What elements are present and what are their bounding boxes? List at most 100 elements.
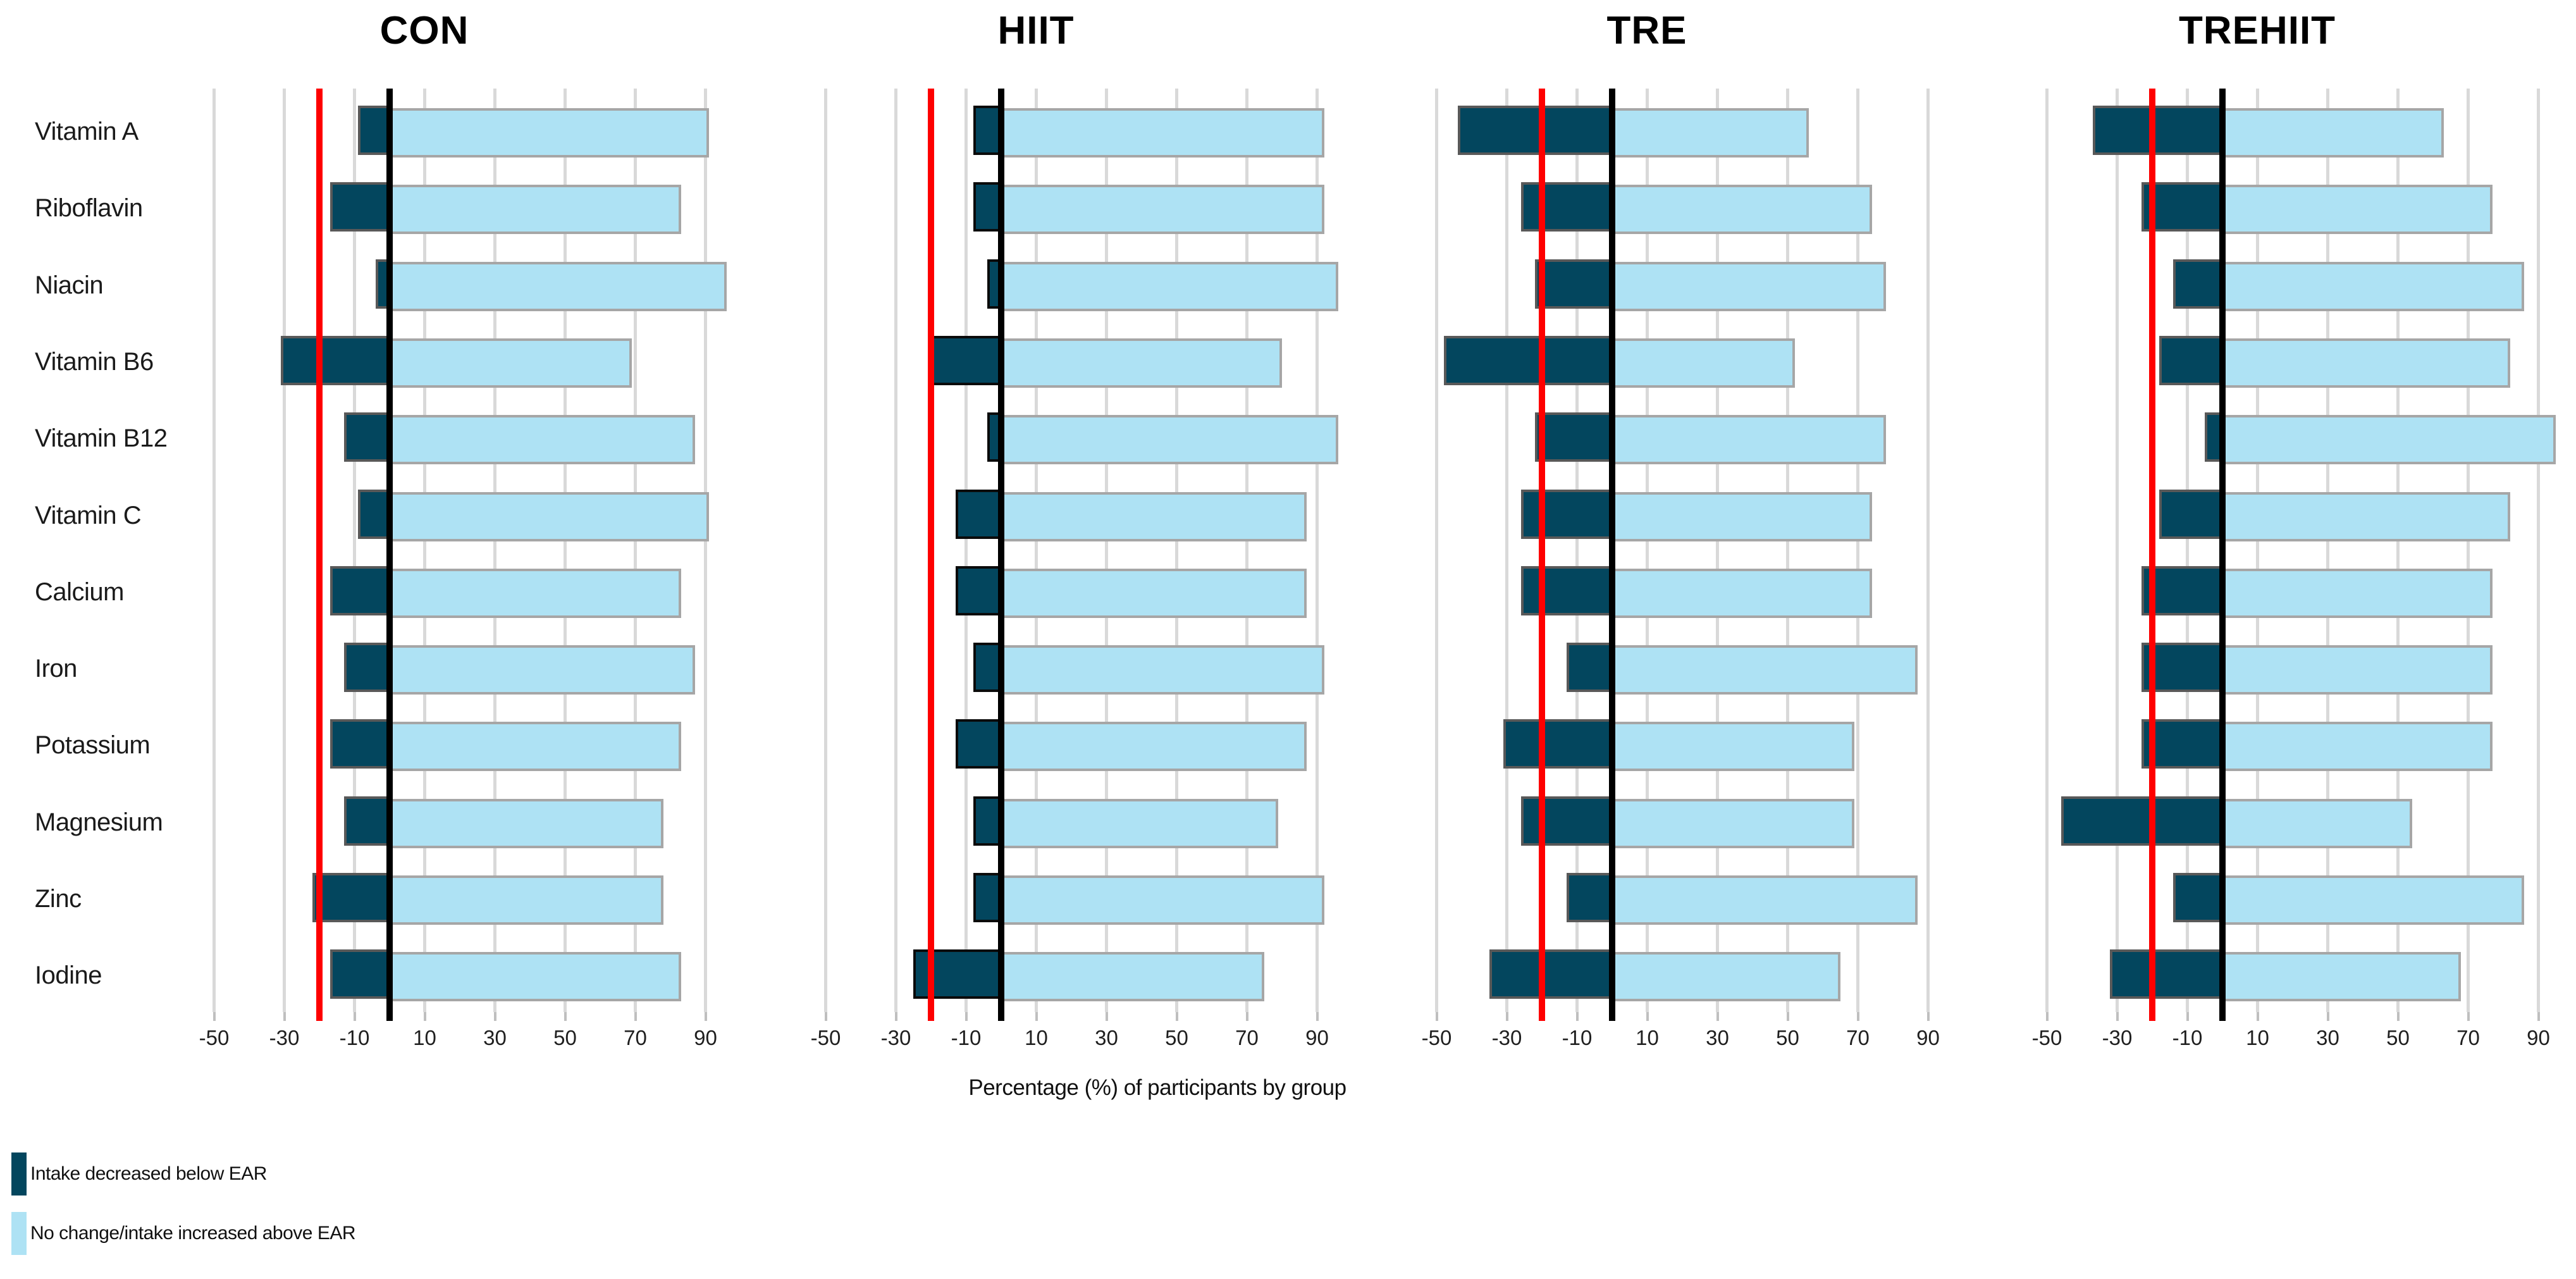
- bar-decreased-hiit-vitamin-b6: [931, 335, 1001, 385]
- bar-decreased-trehiit-zinc: [2173, 873, 2222, 922]
- bar-decreased-trehiit-vitamin-b6: [2159, 335, 2222, 385]
- bar-decreased-con-vitamin-b12: [343, 412, 390, 462]
- gridline: [353, 89, 356, 1012]
- axis-tick: [1505, 1012, 1508, 1021]
- threshold-line: [1539, 89, 1545, 1021]
- x-tick-label: 10: [2246, 1026, 2269, 1049]
- bar-no-change-con-niacin: [390, 261, 727, 311]
- gridline: [2537, 89, 2540, 1012]
- gridline: [1245, 89, 1248, 1012]
- legend-swatch-decreased: [11, 1152, 27, 1196]
- bar-no-change-con-vitamin-b6: [390, 338, 632, 388]
- bar-no-change-tre-vitamin-a: [1612, 108, 1809, 158]
- bar-no-change-tre-calcium: [1612, 568, 1872, 618]
- bar-no-change-trehiit-vitamin-b6: [2222, 338, 2511, 388]
- gridline: [1716, 89, 1719, 1012]
- bar-no-change-con-magnesium: [390, 798, 663, 848]
- bar-no-change-trehiit-vitamin-a: [2222, 108, 2444, 158]
- bar-decreased-hiit-calcium: [955, 565, 1001, 615]
- axis-tick: [1105, 1012, 1108, 1021]
- bar-decreased-trehiit-vitamin-c: [2159, 489, 2222, 539]
- bar-no-change-trehiit-riboflavin: [2222, 185, 2493, 235]
- bar-decreased-tre-vitamin-a: [1457, 106, 1612, 155]
- bar-no-change-con-potassium: [390, 722, 681, 772]
- zero-line: [1609, 89, 1615, 1021]
- gridline: [1646, 89, 1649, 1012]
- bar-no-change-con-riboflavin: [390, 185, 681, 235]
- axis-tick: [213, 1012, 216, 1021]
- x-tick-label: -30: [2102, 1026, 2133, 1049]
- x-tick-label: 30: [1095, 1026, 1118, 1049]
- gridline: [1575, 89, 1579, 1012]
- bar-no-change-con-iodine: [390, 952, 681, 1002]
- bar-no-change-con-vitamin-a: [390, 108, 710, 158]
- category-label-vitamin-a: Vitamin A: [35, 118, 139, 145]
- bar-decreased-con-iodine: [330, 949, 390, 999]
- bar-no-change-tre-riboflavin: [1612, 185, 1872, 235]
- bar-decreased-tre-iron: [1566, 643, 1612, 693]
- x-tick-label: 30: [483, 1026, 507, 1049]
- threshold-line: [2149, 89, 2155, 1021]
- axis-tick: [1245, 1012, 1248, 1021]
- bar-decreased-trehiit-niacin: [2173, 259, 2222, 309]
- axis-tick: [1575, 1012, 1579, 1021]
- x-tick-label: 10: [1636, 1026, 1659, 1049]
- category-label-iodine: Iodine: [35, 961, 102, 990]
- bar-decreased-hiit-iron: [973, 643, 1001, 693]
- bar-no-change-tre-niacin: [1612, 261, 1886, 311]
- bar-decreased-con-magnesium: [343, 796, 390, 846]
- x-axis-title: Percentage (%) of participants by group: [968, 1075, 1347, 1100]
- gridline: [1926, 89, 1930, 1012]
- category-label-magnesium: Magnesium: [35, 808, 163, 836]
- bar-decreased-con-iron: [343, 643, 390, 693]
- x-tick-label: 10: [1025, 1026, 1048, 1049]
- bar-decreased-con-potassium: [330, 719, 390, 769]
- bar-no-change-trehiit-magnesium: [2222, 798, 2412, 848]
- bar-decreased-con-vitamin-b6: [280, 335, 390, 385]
- bar-no-change-trehiit-potassium: [2222, 722, 2493, 772]
- panel-title-tre: TRE: [1606, 9, 1687, 53]
- category-label-zinc: Zinc: [35, 885, 82, 913]
- gridline: [283, 89, 286, 1012]
- axis-tick: [2186, 1012, 2189, 1021]
- bar-no-change-con-calcium: [390, 568, 681, 618]
- zero-line: [386, 89, 393, 1021]
- bar-decreased-con-vitamin-c: [358, 489, 390, 539]
- axis-tick: [283, 1012, 286, 1021]
- bar-decreased-hiit-potassium: [955, 719, 1001, 769]
- bar-no-change-hiit-zinc: [1001, 875, 1324, 925]
- axis-tick: [1716, 1012, 1719, 1021]
- bar-no-change-hiit-iodine: [1001, 952, 1265, 1002]
- x-tick-label: 50: [1165, 1026, 1188, 1049]
- x-tick-label: -50: [810, 1026, 841, 1049]
- gridline: [2186, 89, 2189, 1012]
- axis-tick: [2326, 1012, 2329, 1021]
- bar-no-change-trehiit-iodine: [2222, 952, 2462, 1002]
- bar-no-change-trehiit-vitamin-b12: [2222, 415, 2556, 465]
- x-tick-label: 90: [2527, 1026, 2550, 1049]
- bar-decreased-con-riboflavin: [330, 182, 390, 232]
- gridline: [1856, 89, 1859, 1012]
- bar-decreased-trehiit-vitamin-a: [2092, 106, 2222, 155]
- axis-tick: [704, 1012, 707, 1021]
- x-tick-label: 70: [1235, 1026, 1259, 1049]
- gridline: [1505, 89, 1508, 1012]
- bar-no-change-hiit-vitamin-b12: [1001, 415, 1338, 465]
- gridline: [2396, 89, 2400, 1012]
- x-tick-label: -50: [199, 1026, 230, 1049]
- axis-tick: [423, 1012, 426, 1021]
- category-label-vitamin-b12: Vitamin B12: [35, 424, 168, 453]
- gridline: [2326, 89, 2329, 1012]
- bar-no-change-con-zinc: [390, 875, 663, 925]
- x-tick-label: 50: [1776, 1026, 1799, 1049]
- bar-no-change-hiit-vitamin-a: [1001, 108, 1324, 158]
- axis-tick: [493, 1012, 496, 1021]
- gridline: [824, 89, 827, 1012]
- category-label-calcium: Calcium: [35, 578, 124, 606]
- bar-decreased-hiit-zinc: [973, 873, 1001, 922]
- bar-no-change-hiit-riboflavin: [1001, 185, 1324, 235]
- axis-tick: [564, 1012, 567, 1021]
- bar-no-change-trehiit-vitamin-c: [2222, 491, 2511, 541]
- axis-tick: [2396, 1012, 2400, 1021]
